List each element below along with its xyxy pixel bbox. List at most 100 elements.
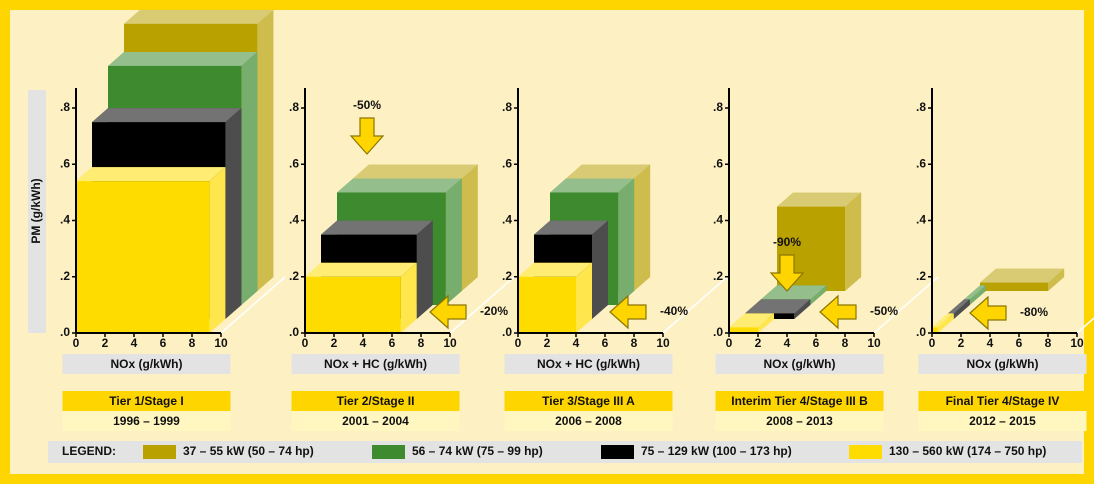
x-tick-label: 6 <box>813 336 820 350</box>
years-band <box>62 411 231 431</box>
y-tick-label: .2 <box>502 269 512 283</box>
floor-guide <box>220 276 286 334</box>
x-label-band <box>291 354 460 374</box>
box-side <box>416 220 433 319</box>
x-label-band <box>504 354 673 374</box>
floor-guide <box>1076 317 1094 334</box>
y-tick-label: .0 <box>916 325 926 339</box>
x-tick-label: 6 <box>160 336 167 350</box>
box-top-shade <box>761 285 827 300</box>
box-side-shade <box>618 178 635 305</box>
box-top <box>550 178 635 193</box>
x-tick-label: 4 <box>784 336 791 350</box>
box-side <box>969 285 986 305</box>
x-tick-label: 2 <box>331 336 338 350</box>
y-tick-label: .6 <box>502 156 512 170</box>
box-side <box>618 178 635 305</box>
x-tick-label: 4 <box>987 336 994 350</box>
floor-guide <box>873 276 939 334</box>
box-top <box>353 164 478 179</box>
box-side-shade <box>209 167 226 333</box>
box-side-shade <box>758 313 774 333</box>
box-front <box>980 282 1049 291</box>
tier-title: Interim Tier 4/Stage III B <box>731 394 868 408</box>
box-front <box>729 327 758 333</box>
box-side <box>592 220 608 319</box>
y-tick-label: .0 <box>713 325 723 339</box>
y-tick-label: .6 <box>713 156 723 170</box>
x-tick-label: 2 <box>544 336 551 350</box>
box-front <box>518 276 576 333</box>
box-top-shade <box>337 178 462 193</box>
x-tick-label: 8 <box>842 336 849 350</box>
x-label-band <box>715 354 884 374</box>
years-band <box>715 411 884 431</box>
box-top <box>518 262 592 277</box>
x-tick-label: 8 <box>418 336 425 350</box>
box-top-shade <box>321 220 433 235</box>
x-tick-label: 6 <box>1016 336 1023 350</box>
box-side-shade <box>953 299 970 319</box>
box-side <box>810 285 827 305</box>
tier-title: Tier 1/Stage I <box>109 394 183 408</box>
box-top <box>761 285 827 300</box>
years-band <box>504 411 673 431</box>
tier-band <box>918 391 1087 411</box>
box-side <box>845 192 862 291</box>
box-side-shade <box>241 51 258 305</box>
annotation: -80% <box>1020 305 1048 319</box>
x-axis-label: NOx + HC (g/kWh) <box>537 357 640 371</box>
box-top <box>305 262 417 277</box>
tier-years: 1996 – 1999 <box>113 414 180 428</box>
box-side-shade <box>1048 268 1065 291</box>
arrow <box>609 294 647 330</box>
y-tick-label: .8 <box>502 100 512 114</box>
box-top <box>777 192 862 207</box>
box-front <box>932 327 938 333</box>
y-tick-label: .8 <box>713 100 723 114</box>
arrow <box>349 117 385 155</box>
box-top-shade <box>745 299 811 314</box>
box-top-shade <box>108 51 258 66</box>
x-tick-label: 4 <box>360 336 367 350</box>
box-top <box>566 164 651 179</box>
legend-swatch <box>372 445 405 459</box>
box-top-shade <box>534 220 608 235</box>
y-tick-label: .4 <box>60 213 70 227</box>
y-tick-label: .8 <box>916 100 926 114</box>
legend-label: 37 – 55 kW (50 – 74 hp) <box>183 444 314 458</box>
x-tick-label: 8 <box>631 336 638 350</box>
legend-label: 75 – 129 kW (100 – 173 hp) <box>641 444 792 458</box>
x-label-band <box>62 354 231 374</box>
x-tick-label: 10 <box>214 336 228 350</box>
x-tick-label: 0 <box>515 336 522 350</box>
x-tick-label: 4 <box>131 336 138 350</box>
box-top <box>76 167 226 182</box>
y-tick-label: .6 <box>916 156 926 170</box>
legend-title: LEGEND: <box>62 444 116 458</box>
x-tick-label: 10 <box>443 336 457 350</box>
tier-years: 2008 – 2013 <box>766 414 833 428</box>
box-side-shade <box>937 313 954 333</box>
box-top <box>534 220 608 235</box>
y-tick-label: .4 <box>713 213 723 227</box>
box-side-shade <box>400 262 417 333</box>
box-side-shade <box>257 9 274 291</box>
tier-title: Tier 3/Stage III A <box>542 394 635 408</box>
legend-label: 130 – 560 kW (174 – 750 hp) <box>889 444 1046 458</box>
box-side-shade <box>845 192 862 291</box>
y-tick-label: .2 <box>916 269 926 283</box>
tier-band <box>62 391 231 411</box>
box-top-shade <box>353 164 478 179</box>
floor-guide <box>662 276 728 334</box>
box-side <box>758 313 774 333</box>
tier-band <box>715 391 884 411</box>
box-top-shade <box>518 262 592 277</box>
x-tick-label: 8 <box>189 336 196 350</box>
box-side <box>241 51 258 305</box>
tier-years: 2001 – 2004 <box>342 414 409 428</box>
box-top-shade <box>932 313 954 328</box>
box-side <box>634 164 651 291</box>
box-side <box>257 9 274 291</box>
box-top <box>948 299 970 314</box>
